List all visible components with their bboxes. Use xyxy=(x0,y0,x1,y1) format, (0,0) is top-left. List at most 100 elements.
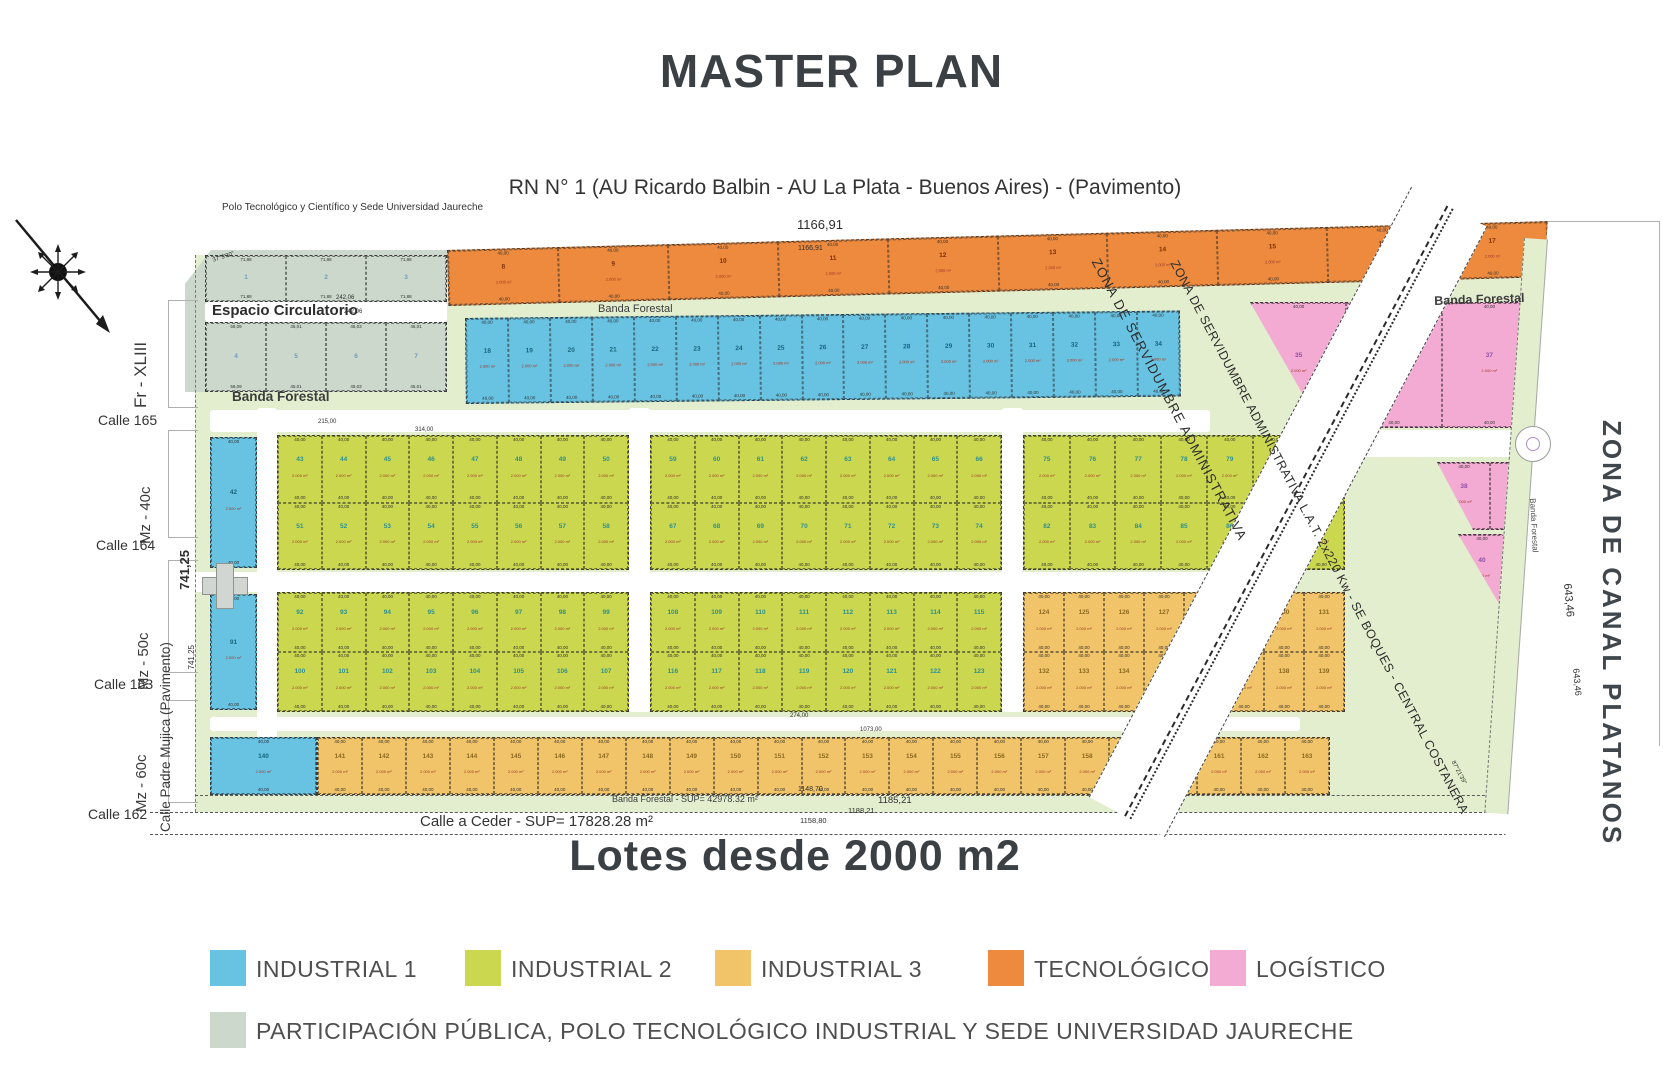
lot: 40,00 146 2.000 m² 40,00 xyxy=(537,738,582,794)
legend-swatch xyxy=(988,950,1024,986)
block-industrial2-1a: 40,00 43 2.000 m² 40,00 40,00 44 2.000 m² 40,00… xyxy=(277,435,629,570)
legend-swatch xyxy=(210,1012,246,1048)
block-industrial1-b: 40,00 140 2.000 m² 40,00 xyxy=(210,737,317,795)
lot: 45,03 6 45,03 xyxy=(326,323,386,391)
legend-label: TECNOLÓGICO xyxy=(1034,956,1210,982)
espacio-circulatorio-label: Espacio Circulatorio xyxy=(212,302,358,319)
lot: 40,00 126 2.000 m² 40,00 xyxy=(1104,593,1144,652)
dim-block1: 314,00 xyxy=(415,427,434,433)
boundary-line-top xyxy=(1548,221,1660,222)
road-v-3 xyxy=(1002,408,1023,712)
lot: 40,00 67 2.000 m² 40,00 xyxy=(651,502,695,569)
lot: 40,00 66 2.000 m² 40,00 xyxy=(957,436,1001,503)
polo-tecnologico-label: Polo Tecnológico y Científico y Sede Uni… xyxy=(222,202,484,213)
lot: 40,00 99 2.000 m² 40,00 xyxy=(584,593,628,652)
calle-a-ceder-strip xyxy=(150,812,1552,835)
bracket-tick xyxy=(168,430,198,431)
lot: 40,00 154 2.000 m² 40,00 xyxy=(889,738,934,794)
dim-espacio-a: 242,06 xyxy=(336,295,355,301)
subtitle-lotes: Lotes desde 2000 m2 xyxy=(569,832,1021,880)
lot: 40,00 123 2.000 m² 40,00 xyxy=(957,652,1001,711)
lot: 40,00 117 2.000 m² 40,00 xyxy=(694,652,739,711)
block-industrial2-2b: 40,00 108 2.000 m² 40,00 40,00 109 2.000 m² 40,… xyxy=(650,592,1002,712)
lot: 40,00 82 2.000 m² 40,00 xyxy=(1024,502,1070,569)
lot: 40,00 48 2.000 m² 40,00 xyxy=(496,436,541,503)
block-industrial2-2a: 40,00 92 2.000 m² 40,00 40,00 93 2.000 m² 40,00… xyxy=(277,592,629,712)
lot: 40,00 155 2.000 m² 40,00 xyxy=(933,738,978,794)
block-pale-2: 58,09 4 58,09 45,01 5 45,01 45,03 6 45,03 45,01 7 4… xyxy=(205,322,447,392)
lot: 40,00 63 2.000 m² 40,00 xyxy=(826,436,870,503)
dim-top: 1166,91 xyxy=(796,217,844,232)
block-pale-1: 71,88 1 71,88 71,88 2 71,88 71,88 3 71,88 xyxy=(205,255,447,302)
lot: 40,00 59 2.000 m² 40,00 xyxy=(651,436,695,503)
lot: 40,00 138 2.000 m² 40,00 xyxy=(1264,652,1304,711)
lot: 40,00 65 2.000 m² 40,00 xyxy=(913,436,958,503)
lot: 40,00 107 2.000 m² 40,00 xyxy=(584,652,628,711)
calle-164-label: Calle 164 xyxy=(96,537,156,553)
lot: 40,00 54 2.000 m² 40,00 xyxy=(409,502,453,569)
lot: 40,00 104 2.000 m² 40,00 xyxy=(453,652,497,711)
bracket-line xyxy=(168,430,169,537)
legend-swatch xyxy=(465,950,501,986)
bracket-tick xyxy=(168,560,198,561)
road-h-inner xyxy=(210,717,1300,731)
lot: 40,00 139 2.000 m² 40,00 xyxy=(1304,652,1344,711)
lot: 40,00 45 2.000 m² 40,00 xyxy=(365,436,410,503)
lot: 40,00 151 2.000 m² 40,00 xyxy=(757,738,802,794)
lot: 40,00 92 2.000 m² 40,00 xyxy=(278,593,322,652)
legend-label: PARTICIPACIÓN PÚBLICA, POLO TECNOLÓGICO … xyxy=(256,1018,1354,1044)
lot: 40,00 119 2.000 m² 40,00 xyxy=(782,652,826,711)
lot: 40,00 75 2.000 m² 40,00 xyxy=(1024,436,1070,503)
lot: 45,01 7 45,01 xyxy=(386,323,446,391)
bracket-line xyxy=(168,700,169,802)
lot: 40,00 156 2.000 m² 40,00 xyxy=(977,738,1022,794)
legend-label: LOGÍSTICO xyxy=(1256,956,1386,982)
roundabout-center xyxy=(1526,437,1540,451)
lot: 40,00 96 2.000 m² 40,00 xyxy=(453,593,497,652)
espacio-circulatorio-band xyxy=(205,302,447,322)
bracket-tick xyxy=(168,300,198,301)
lot: 40,00 49 2.000 m² 40,00 xyxy=(540,436,585,503)
dim-215: 215,00 xyxy=(318,419,337,425)
lot: 40,00 46 2.000 m² 40,00 xyxy=(409,436,453,503)
lot: 40,00 77 2.000 m² 40,00 xyxy=(1115,436,1162,503)
lot: 40,00 73 2.000 m² 40,00 xyxy=(913,502,958,569)
dim-bottom-0: 1148,70 xyxy=(798,786,823,793)
dim-bottom-3: 1158,80 xyxy=(800,816,827,825)
lot: 40,00 141 2.000 m² 40,00 xyxy=(318,738,362,794)
dim-bottom-2: 1188,21 xyxy=(848,806,875,815)
lot: 40,00 71 2.000 m² 40,00 xyxy=(826,502,870,569)
lot: 40,00 61 2.000 m² 40,00 xyxy=(738,436,783,503)
bracket-line xyxy=(168,300,169,407)
roundabout xyxy=(1515,426,1551,462)
lot: 40,00 76 2.000 m² 40,00 xyxy=(1069,436,1116,503)
lot: 40,00 103 2.000 m² 40,00 xyxy=(409,652,453,711)
road-v-1 xyxy=(257,408,277,795)
lot: 40,00 93 2.000 m² 40,00 xyxy=(321,593,366,652)
lot: 40,00 97 2.000 m² 40,00 xyxy=(496,593,541,652)
lot: 40,00 56 2.000 m² 40,00 xyxy=(496,502,541,569)
lot: 40,00 79 2.000 m² 40,00 xyxy=(1206,436,1253,503)
lot: 40,00 115 2.000 m² 40,00 xyxy=(957,593,1001,652)
lot: 40,00 121 2.000 m² 40,00 xyxy=(869,652,914,711)
lot: 40,00 120 2.000 m² 40,00 xyxy=(826,652,870,711)
lot: 40,00 94 2.000 m² 40,00 xyxy=(365,593,410,652)
lot: 40,00 124 2.000 m² 40,00 xyxy=(1024,593,1064,652)
lot: 40,00 70 2.000 m² 40,00 xyxy=(782,502,826,569)
calle-a-ceder-label: Calle a Ceder - SUP= 17828.28 m² xyxy=(420,813,654,830)
lot: 40,00 153 2.000 m² 40,00 xyxy=(845,738,890,794)
lot: 71,88 3 71,88 xyxy=(366,256,446,301)
lot: 40,00 157 2.000 m² 40,00 xyxy=(1021,738,1066,794)
bracket-line xyxy=(168,560,169,672)
lot: 40,00 100 2.000 m² 40,00 xyxy=(278,652,322,711)
lot: 40,00 112 2.000 m² 40,00 xyxy=(826,593,870,652)
page-title: MASTER PLAN xyxy=(659,45,1004,97)
lot: 40,00 163 2.000 m² 40,00 xyxy=(1285,738,1329,794)
lot: 40,00 78 2.000 m² 40,00 xyxy=(1161,436,1207,503)
lot: 40,00 57 2.000 m² 40,00 xyxy=(540,502,585,569)
lot: 40,00 102 2.000 m² 40,00 xyxy=(365,652,410,711)
lot: 40,00 85 2.000 m² 40,00 xyxy=(1161,502,1207,569)
road-v-2 xyxy=(629,408,650,712)
